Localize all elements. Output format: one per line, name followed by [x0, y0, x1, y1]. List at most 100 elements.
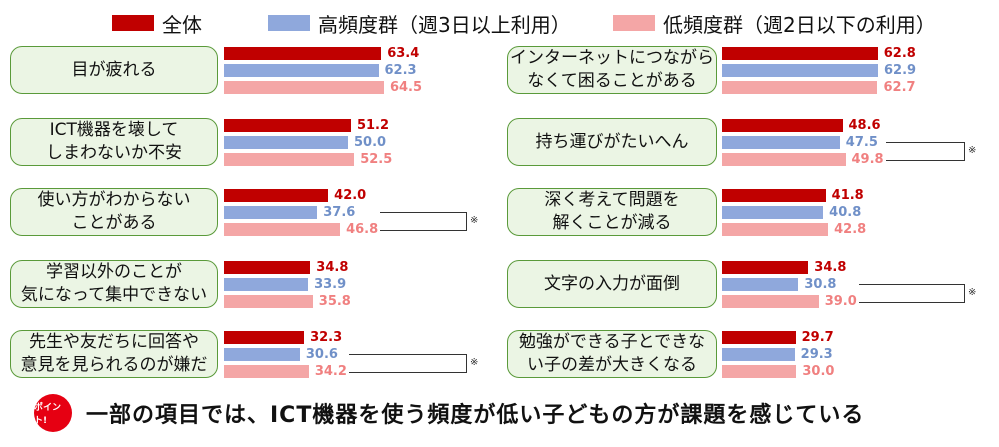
bar [722, 153, 846, 166]
bar [224, 47, 382, 60]
data-label: 30.0 [802, 364, 835, 379]
data-label: 29.7 [801, 330, 834, 345]
bar [722, 278, 799, 291]
category-label: 使い方がわからない ことがある [10, 188, 218, 236]
category-label: 学習以外のことが 気になって集中できない [10, 260, 218, 308]
legend-item: 低頻度群（週2日以下の利用） [613, 6, 936, 40]
significance-bracket [380, 212, 467, 231]
category-label: 深く考えて問題を 解くことが減る [507, 188, 717, 236]
data-label: 30.6 [305, 347, 338, 362]
data-label: 62.7 [883, 80, 916, 95]
data-label: 42.0 [334, 188, 367, 203]
legend-swatch [112, 15, 154, 31]
bar [722, 365, 797, 378]
category-label-text: 学習以外のことが 気になって集中できない [20, 262, 208, 305]
legend-label: 高頻度群（週3日以上利用） [318, 12, 571, 37]
category-label: 先生や友だちに回答や 意見を見られるのが嫌だ [10, 330, 218, 378]
category-label-text: 文字の入力が面倒 [544, 273, 680, 294]
point-footer: ポイント! 一部の項目では、ICT機器を使う頻度が低い子どもの方が課題を感じてい… [34, 393, 864, 433]
bar [722, 331, 796, 344]
data-label: 52.5 [360, 152, 393, 167]
bar [224, 278, 309, 291]
category-label-text: 深く考えて問題を 解くことが減る [544, 190, 680, 233]
data-label: 29.3 [800, 347, 833, 362]
bar [224, 206, 318, 219]
data-label: 62.9 [883, 63, 917, 78]
data-label: 62.8 [883, 46, 916, 61]
bar [224, 119, 351, 132]
data-label: 39.0 [824, 294, 857, 309]
legend-label: 全体 [162, 12, 202, 37]
category-label-text: 先生や友だちに回答や 意見を見られるのが嫌だ [20, 332, 208, 375]
bar [224, 261, 311, 274]
data-label: 62.3 [384, 63, 417, 78]
bar [722, 47, 878, 60]
bar [224, 136, 348, 149]
data-label: 37.6 [323, 205, 356, 220]
significance-bracket [858, 284, 965, 303]
data-label: 50.0 [354, 135, 387, 150]
category-label: 持ち運びがたいへん [507, 118, 717, 166]
point-badge-text: ポイント! [34, 403, 62, 426]
legend: 全体 高頻度群（週3日以上利用） 低頻度群（週2日以下の利用） [0, 6, 999, 40]
bar [224, 365, 309, 378]
bar [224, 81, 384, 94]
category-label: 勉強ができる子とできな い子の差が大きくなる [507, 330, 717, 378]
data-label: 30.8 [804, 277, 837, 292]
bar [722, 136, 840, 149]
bar [722, 206, 824, 219]
significance-mark: ※ [968, 286, 977, 298]
legend-item: 全体 [112, 6, 202, 40]
legend-label: 低頻度群（週2日以下の利用） [663, 12, 936, 37]
category-label-text: 使い方がわからない ことがある [37, 190, 191, 233]
category-label: 目が疲れる [10, 46, 218, 94]
data-label: 33.9 [314, 277, 347, 292]
bar [722, 223, 829, 236]
significance-bracket [885, 142, 965, 161]
category-label: インターネットにつながら なくて困ることがある [507, 46, 717, 94]
bar [722, 64, 878, 77]
point-badge-icon: ポイント! [34, 394, 72, 432]
legend-item: 高頻度群（週3日以上利用） [268, 6, 571, 40]
legend-swatch [613, 15, 655, 31]
data-label: 46.8 [346, 222, 379, 237]
significance-mark: ※ [470, 356, 479, 368]
bar [224, 295, 313, 308]
category-label-text: 持ち運びがたいへん [535, 131, 689, 152]
data-label: 48.6 [848, 118, 881, 133]
data-label: 49.8 [851, 152, 884, 167]
bar [722, 295, 819, 308]
data-label: 34.8 [814, 260, 847, 275]
bar [224, 331, 305, 344]
bar [722, 81, 878, 94]
data-label: 42.8 [834, 222, 867, 237]
bar [722, 189, 826, 202]
data-label: 51.2 [356, 118, 390, 133]
significance-mark: ※ [968, 144, 977, 156]
data-label: 47.5 [845, 135, 878, 150]
category-label: 文字の入力が面倒 [507, 260, 717, 308]
data-label: 32.3 [310, 330, 343, 345]
category-label-text: 目が疲れる [71, 59, 157, 80]
significance-bracket [348, 354, 467, 373]
data-label: 64.5 [389, 80, 423, 95]
point-text: 一部の項目では、ICT機器を使う頻度が低い子どもの方が課題を感じている [86, 403, 865, 428]
bar [224, 64, 379, 77]
data-label: 63.4 [387, 46, 420, 61]
category-label-text: ICT機器を壊して しまわないか不安 [46, 120, 182, 163]
category-label-text: インターネットにつながら なくて困ることがある [510, 48, 714, 91]
bar [722, 119, 843, 132]
bar [722, 261, 809, 274]
data-label: 34.8 [316, 260, 349, 275]
legend-swatch [268, 15, 310, 31]
data-label: 34.2 [314, 364, 347, 379]
bar [224, 348, 300, 361]
significance-mark: ※ [470, 214, 479, 226]
bar [224, 223, 341, 236]
bar [224, 153, 355, 166]
bar [224, 189, 329, 202]
category-label-text: 勉強ができる子とできな い子の差が大きくなる [518, 332, 706, 375]
data-label: 41.8 [831, 188, 864, 203]
data-label: 35.8 [318, 294, 351, 309]
category-label: ICT機器を壊して しまわないか不安 [10, 118, 218, 166]
